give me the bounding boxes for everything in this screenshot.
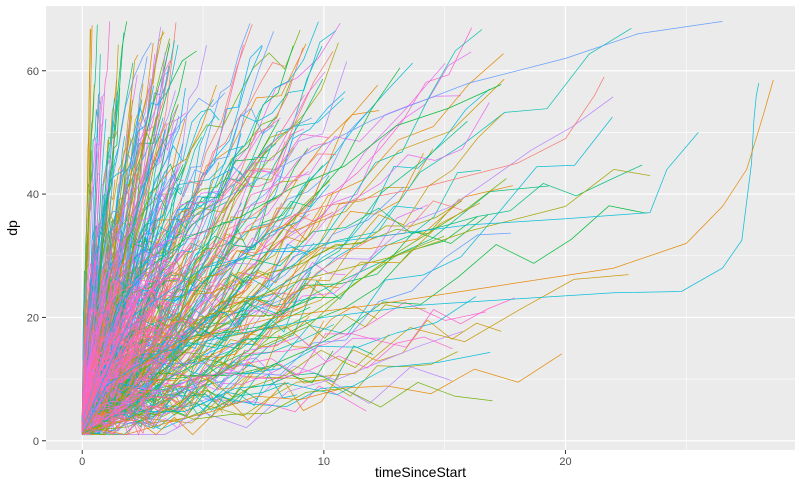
series-line-479 bbox=[81, 379, 149, 427]
series-line-117 bbox=[82, 205, 647, 428]
series-line-317 bbox=[81, 142, 328, 423]
series-line-498 bbox=[81, 331, 109, 426]
series-line-495 bbox=[82, 372, 193, 430]
series-lines bbox=[81, 21, 774, 437]
series-line-501 bbox=[81, 357, 172, 430]
series-line-highlight-1 bbox=[81, 79, 774, 435]
series-line-236 bbox=[81, 62, 413, 433]
series-line-282 bbox=[81, 84, 217, 421]
series-line-485 bbox=[81, 252, 107, 423]
series-line-313 bbox=[82, 352, 491, 426]
series-line-126 bbox=[81, 24, 98, 424]
series-line-372 bbox=[82, 96, 614, 426]
series-line-505 bbox=[81, 237, 123, 424]
series-line-408 bbox=[82, 120, 468, 435]
series-line-341 bbox=[81, 62, 285, 429]
series-line-383 bbox=[81, 92, 106, 434]
series-line-340 bbox=[81, 119, 175, 435]
series-line-highlight-2 bbox=[81, 169, 651, 435]
series-line-highlight-0 bbox=[81, 83, 760, 435]
series-line-463 bbox=[81, 240, 95, 429]
series-line-508 bbox=[81, 301, 183, 431]
series-line-414 bbox=[82, 102, 490, 432]
series-line-460 bbox=[82, 393, 149, 435]
series-line-363 bbox=[82, 78, 324, 421]
series-line-496 bbox=[81, 319, 196, 434]
series-line-507 bbox=[81, 351, 188, 429]
series-line-476 bbox=[81, 261, 173, 434]
y-tick-label: 60 bbox=[27, 66, 39, 78]
y-axis-title: dp bbox=[4, 220, 20, 236]
series-line-381 bbox=[81, 94, 305, 420]
axis-ticks: 0 10 20 0 20 40 60 bbox=[27, 66, 572, 468]
series-line-431 bbox=[81, 338, 171, 425]
series-line-highlight-5 bbox=[81, 76, 605, 429]
series-line-283 bbox=[81, 88, 491, 425]
series-line-500 bbox=[81, 284, 133, 427]
series-line-262 bbox=[81, 133, 330, 426]
series-line-450 bbox=[81, 261, 100, 430]
series-line-64 bbox=[82, 305, 378, 419]
series-line-271 bbox=[81, 195, 210, 417]
x-tick-label: 20 bbox=[559, 456, 571, 468]
series-line-406 bbox=[81, 261, 346, 425]
series-line-375 bbox=[82, 353, 562, 435]
series-line-427 bbox=[82, 391, 193, 435]
series-line-457 bbox=[81, 357, 124, 426]
x-axis-title: timeSinceStart bbox=[375, 464, 466, 480]
series-line-433 bbox=[81, 403, 165, 436]
series-line-362 bbox=[81, 200, 463, 432]
x-tick-label: 10 bbox=[318, 456, 330, 468]
series-line-366 bbox=[82, 366, 452, 435]
series-line-378 bbox=[81, 65, 170, 419]
series-line-506 bbox=[81, 287, 134, 433]
series-line-294 bbox=[81, 284, 339, 423]
series-line-490 bbox=[81, 262, 125, 424]
series-line-387 bbox=[82, 381, 493, 424]
series-line-475 bbox=[81, 412, 128, 433]
series-line-highlight-4 bbox=[81, 132, 699, 429]
series-line-312 bbox=[82, 29, 483, 433]
series-line-260 bbox=[81, 296, 339, 429]
series-line-highlight-3 bbox=[81, 21, 723, 423]
series-line-14 bbox=[81, 385, 367, 425]
y-tick-label: 20 bbox=[27, 312, 39, 324]
series-line-315 bbox=[81, 164, 643, 420]
series-line-503 bbox=[81, 332, 113, 431]
series-line-394 bbox=[82, 349, 246, 435]
series-line-194 bbox=[82, 113, 503, 423]
series-line-396 bbox=[82, 235, 445, 432]
y-tick-label: 40 bbox=[27, 189, 39, 201]
series-line-413 bbox=[81, 213, 310, 418]
series-line-404 bbox=[81, 60, 172, 427]
x-tick-label: 0 bbox=[79, 456, 85, 468]
series-line-410 bbox=[82, 216, 242, 436]
series-line-502 bbox=[82, 404, 162, 436]
y-tick-label: 0 bbox=[33, 436, 39, 448]
series-line-235 bbox=[81, 42, 152, 421]
